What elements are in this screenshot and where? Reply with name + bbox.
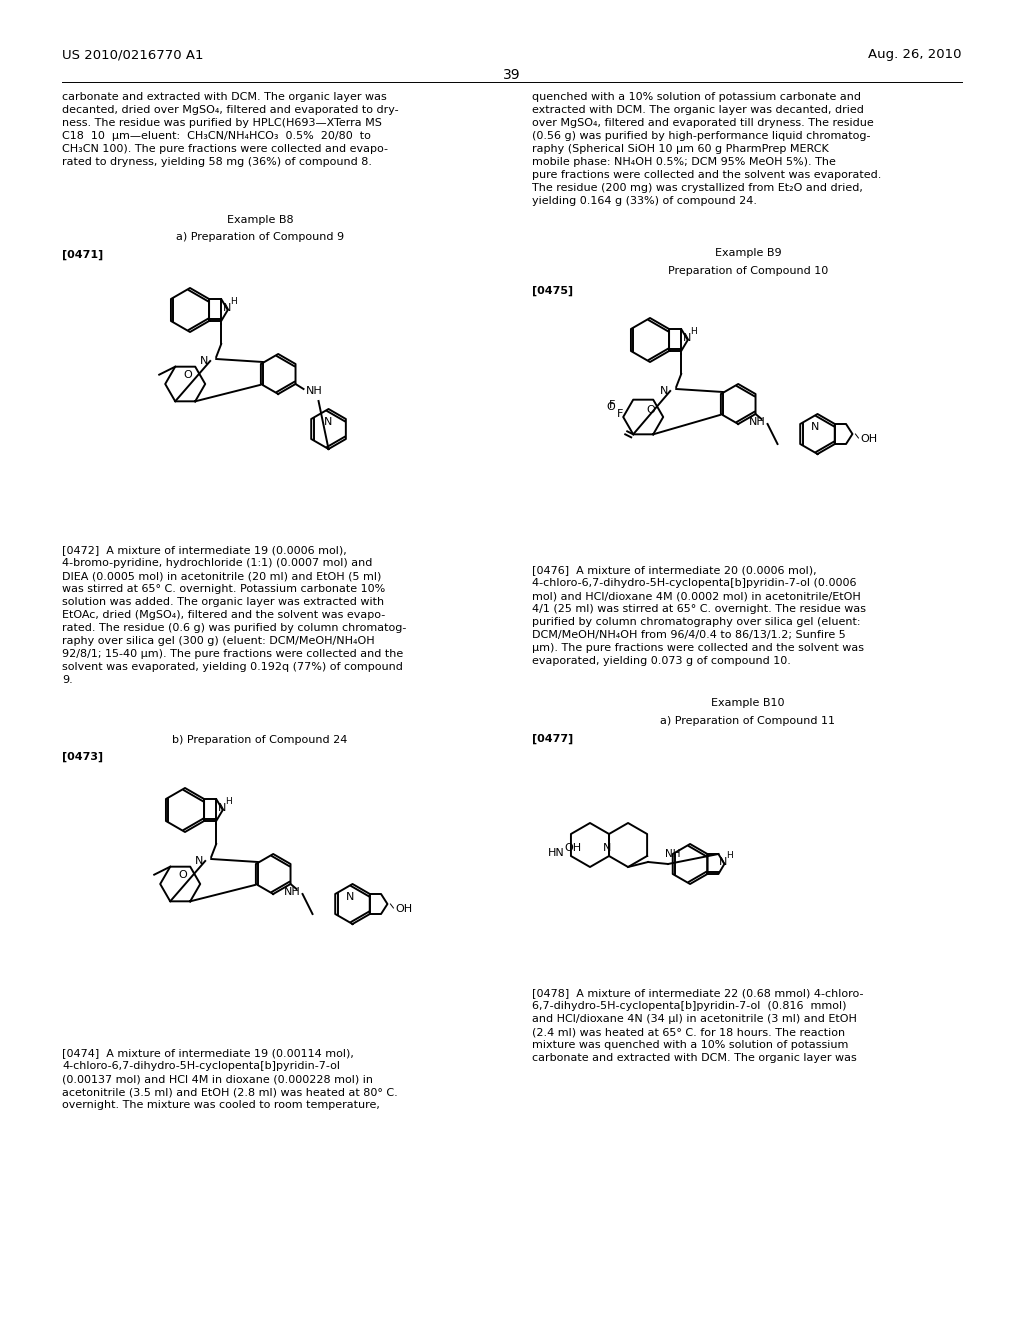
Text: quenched with a 10% solution of potassium carbonate and
extracted with DCM. The : quenched with a 10% solution of potassiu… [532,92,882,206]
Text: OH: OH [860,434,878,444]
Text: H: H [229,297,237,306]
Text: [0476]  A mixture of intermediate 20 (0.0006 mol),
4-chloro-6,7-dihydro-5H-cyclo: [0476] A mixture of intermediate 20 (0.0… [532,565,866,667]
Text: N: N [325,417,333,426]
Text: H: H [726,851,733,861]
Text: H: H [690,327,696,337]
Text: N: N [603,843,611,853]
Text: F: F [616,409,624,418]
Text: Preparation of Compound 10: Preparation of Compound 10 [668,267,828,276]
Text: N: N [683,333,691,343]
Text: NH: NH [749,417,766,426]
Text: [0478]  A mixture of intermediate 22 (0.68 mmol) 4-chloro-
6,7-dihydro-5H-cyclop: [0478] A mixture of intermediate 22 (0.6… [532,987,863,1063]
Text: b) Preparation of Compound 24: b) Preparation of Compound 24 [172,735,348,744]
Text: [0473]: [0473] [62,752,103,762]
Text: US 2010/0216770 A1: US 2010/0216770 A1 [62,48,204,61]
Text: N: N [346,892,354,902]
Text: O: O [606,403,615,412]
Text: NH: NH [305,385,323,396]
Text: N: N [217,803,226,813]
Text: [0474]  A mixture of intermediate 19 (0.00114 mol),
4-chloro-6,7-dihydro-5H-cycl: [0474] A mixture of intermediate 19 (0.0… [62,1048,397,1110]
Text: O: O [178,870,187,879]
Text: N: N [659,385,669,396]
Text: NH: NH [666,849,681,859]
Text: [0475]: [0475] [532,286,573,296]
Text: N: N [811,422,820,432]
Text: OH: OH [395,904,413,913]
Text: N: N [195,855,203,866]
Text: NH: NH [284,887,300,898]
Text: Example B8: Example B8 [226,215,293,224]
Text: F: F [609,400,615,409]
Text: O: O [183,370,193,380]
Text: [0471]: [0471] [62,249,103,260]
Text: N: N [719,857,728,867]
Text: [0472]  A mixture of intermediate 19 (0.0006 mol),
4-bromo-pyridine, hydrochlori: [0472] A mixture of intermediate 19 (0.0… [62,545,407,685]
Text: a) Preparation of Compound 11: a) Preparation of Compound 11 [660,715,836,726]
Text: carbonate and extracted with DCM. The organic layer was
decanted, dried over MgS: carbonate and extracted with DCM. The or… [62,92,398,168]
Text: N: N [222,304,231,313]
Text: O: O [647,405,655,414]
Text: OH: OH [564,843,582,853]
Text: Example B9: Example B9 [715,248,781,257]
Text: [0477]: [0477] [532,734,573,744]
Text: N: N [200,356,208,366]
Text: H: H [224,797,231,807]
Text: Example B10: Example B10 [712,698,784,708]
Text: HN: HN [548,847,565,858]
Text: 39: 39 [503,69,521,82]
Text: Aug. 26, 2010: Aug. 26, 2010 [868,48,962,61]
Text: a) Preparation of Compound 9: a) Preparation of Compound 9 [176,232,344,242]
